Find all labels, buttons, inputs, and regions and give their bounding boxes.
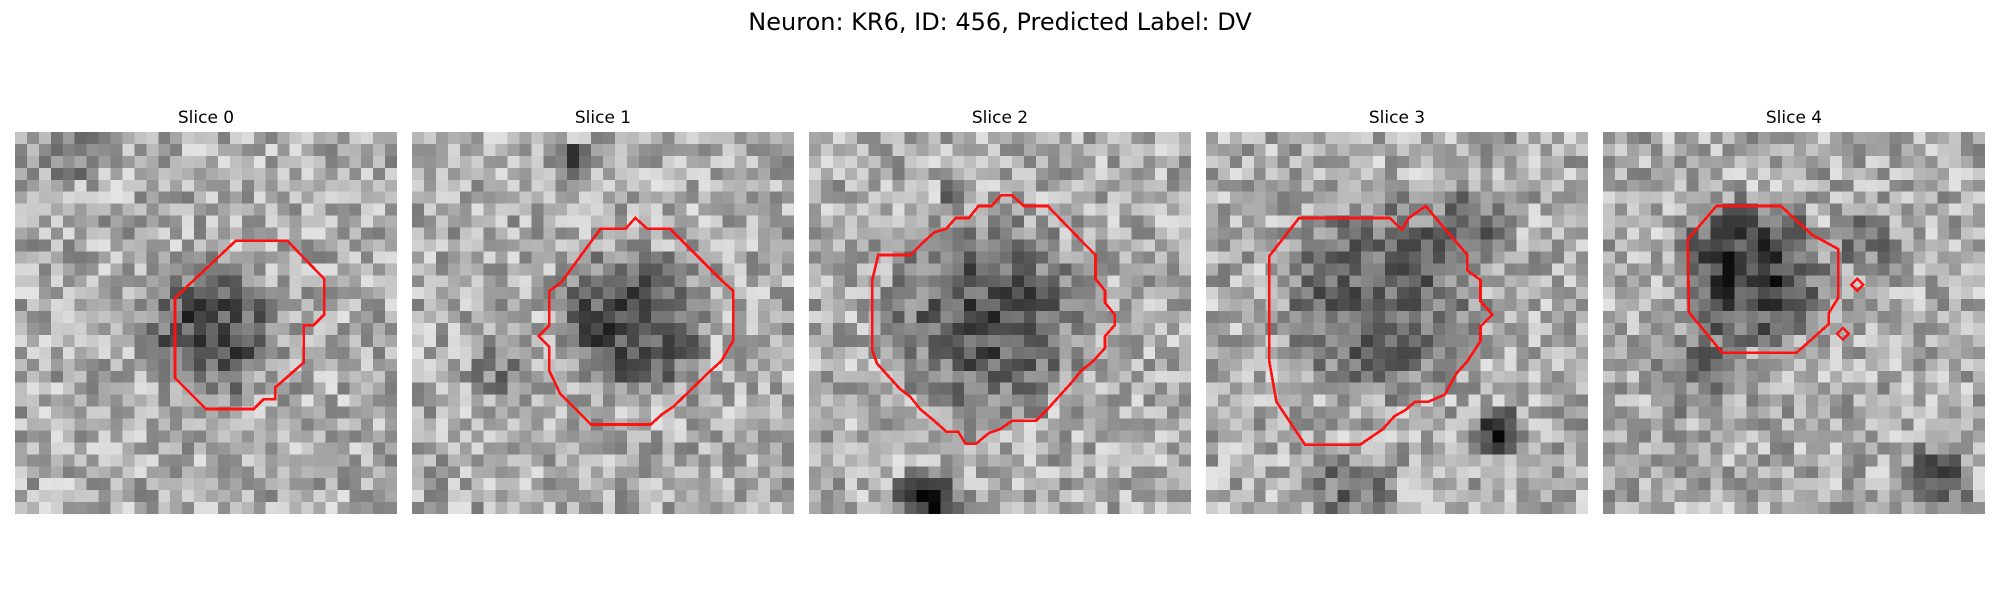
slice-image-1 bbox=[412, 132, 794, 514]
slice-title-2: Slice 2 bbox=[809, 106, 1191, 130]
slice-panel-0: Slice 0 bbox=[15, 106, 397, 514]
slice-panel-2: Slice 2 bbox=[809, 106, 1191, 514]
slice-panel-4: Slice 4 bbox=[1603, 106, 1985, 514]
slice-panel-1: Slice 1 bbox=[412, 106, 794, 514]
slice-title-3: Slice 3 bbox=[1206, 106, 1588, 130]
slice-image-3 bbox=[1206, 132, 1588, 514]
slice-panel-3: Slice 3 bbox=[1206, 106, 1588, 514]
slice-image-2 bbox=[809, 132, 1191, 514]
slice-image-0 bbox=[15, 132, 397, 514]
slice-title-1: Slice 1 bbox=[412, 106, 794, 130]
slice-title-0: Slice 0 bbox=[15, 106, 397, 130]
slice-title-4: Slice 4 bbox=[1603, 106, 1985, 130]
figure-title: Neuron: KR6, ID: 456, Predicted Label: D… bbox=[0, 8, 2000, 36]
slice-image-4 bbox=[1603, 132, 1985, 514]
